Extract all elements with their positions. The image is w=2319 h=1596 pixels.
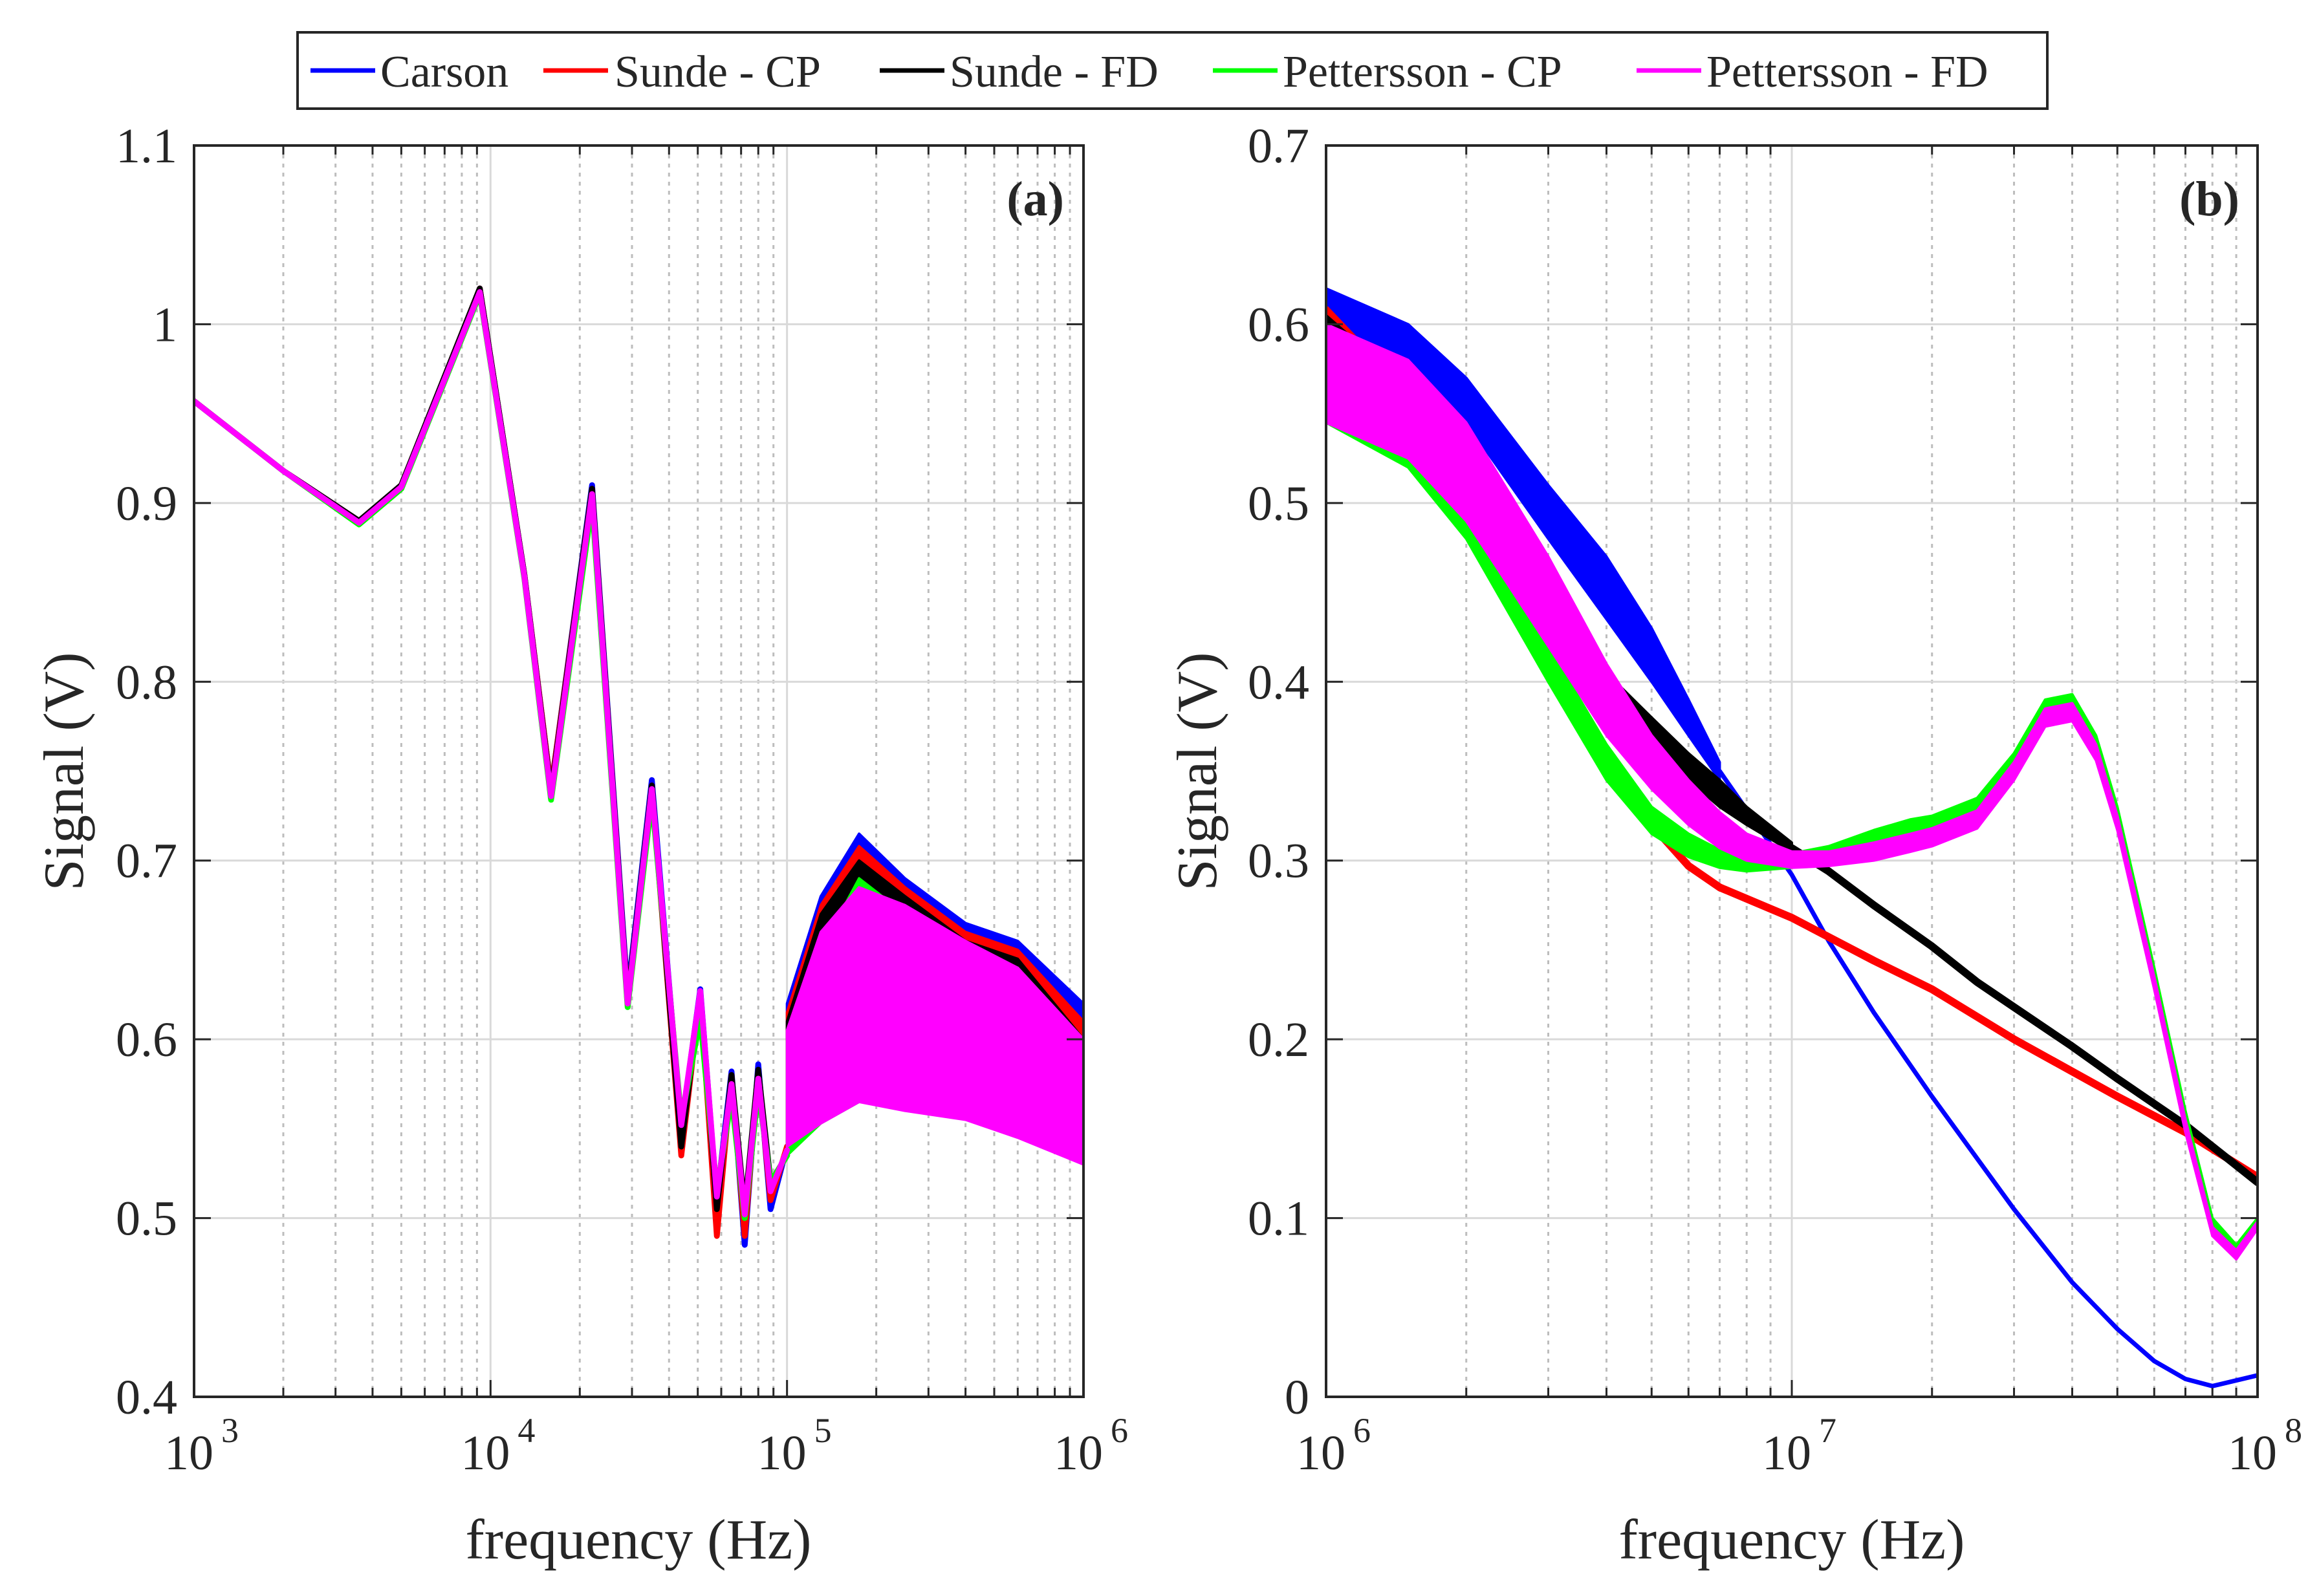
panel-b-x-axis-label: frequency (Hz) xyxy=(1618,1509,1965,1571)
y-tick-label: 0.5 xyxy=(1248,477,1309,531)
y-tick-label: 0.7 xyxy=(1248,119,1309,173)
panel-a-x-axis-label: frequency (Hz) xyxy=(465,1509,811,1571)
y-tick-label: 1 xyxy=(153,297,177,352)
panel-a-axes-box xyxy=(193,144,1085,1398)
panel-b-tag: (b) xyxy=(2179,172,2239,226)
x-tick-label: 10 xyxy=(2228,1426,2277,1480)
panel-b-y-axis-label: Signal (V) xyxy=(1166,652,1229,890)
y-tick-label: 0.9 xyxy=(116,477,177,531)
y-tick-label: 0.5 xyxy=(116,1192,177,1246)
panel-a-ticks: 10 3 10 4 10 5 10 60.40.50.60.70.80.911.1 xyxy=(116,119,1128,1480)
legend-label-pettersson-cp: Pettersson - CP xyxy=(1283,47,1562,97)
y-tick-label: 0.7 xyxy=(116,834,177,889)
x-tick-exponent: 6 xyxy=(1111,1411,1128,1450)
panel-b-plot-area xyxy=(1326,287,2258,1388)
y-tick-label: 0.2 xyxy=(1248,1013,1309,1067)
x-tick-label: 10 xyxy=(1762,1426,1811,1480)
x-tick-exponent: 7 xyxy=(1819,1411,1836,1450)
panel-b-ticks: 10 6 10 7 10 800.10.20.30.40.50.60.7 xyxy=(1248,119,2302,1480)
x-tick-label: 10 xyxy=(757,1426,807,1480)
y-tick-label: 0.6 xyxy=(116,1013,177,1067)
y-tick-label: 0.8 xyxy=(116,655,177,709)
legend-label-sunde-cp: Sunde - CP xyxy=(615,47,821,97)
legend-label-carson: Carson xyxy=(380,47,508,97)
panel-b: 10 6 10 7 10 800.10.20.30.40.50.60.7 (b) freq… xyxy=(1166,119,2302,1571)
legend-label-sunde-fd: Sunde - FD xyxy=(950,47,1159,97)
series-pettersson-fd xyxy=(1326,323,2258,1261)
y-tick-label: 0.4 xyxy=(116,1370,177,1425)
x-tick-label: 10 xyxy=(1054,1426,1103,1480)
y-tick-label: 1.1 xyxy=(116,119,177,173)
series-pettersson-fd xyxy=(194,289,1083,1218)
y-tick-label: 0.4 xyxy=(1248,655,1309,709)
panel-a-tag: (a) xyxy=(1007,172,1064,226)
x-tick-label: 10 xyxy=(1296,1426,1345,1480)
x-tick-exponent: 5 xyxy=(814,1411,832,1450)
panel-a-plot-area xyxy=(194,285,1083,1248)
x-tick-exponent: 6 xyxy=(1353,1411,1371,1450)
series-band-pettersson-fd xyxy=(1326,323,2258,1261)
y-tick-label: 0.1 xyxy=(1248,1192,1309,1246)
x-tick-label: 10 xyxy=(461,1426,510,1480)
x-tick-exponent: 8 xyxy=(2285,1411,2302,1450)
series-line-sunde-fd xyxy=(1788,844,2258,1187)
x-tick-exponent: 4 xyxy=(517,1411,535,1450)
panel-b-series xyxy=(1326,287,2258,1388)
series-line-pettersson-fd xyxy=(194,289,790,1218)
y-tick-label: 0.6 xyxy=(1248,297,1309,352)
x-tick-exponent: 3 xyxy=(221,1411,239,1450)
panel-a-series xyxy=(194,285,1083,1248)
legend-label-pettersson-fd: Pettersson - FD xyxy=(1706,47,1988,97)
legend: Carson Sunde - CP Sunde - FD Pettersson … xyxy=(296,31,2049,110)
series-band-pettersson-fd xyxy=(785,886,1083,1166)
y-tick-label: 0 xyxy=(1285,1370,1309,1425)
x-tick-label: 10 xyxy=(164,1426,213,1480)
panel-a-y-axis-label: Signal (V) xyxy=(33,652,96,890)
y-tick-label: 0.3 xyxy=(1248,834,1309,889)
panel-a: 10 3 10 4 10 5 10 60.40.50.60.70.80.911.1 (a) f… xyxy=(33,119,1128,1571)
